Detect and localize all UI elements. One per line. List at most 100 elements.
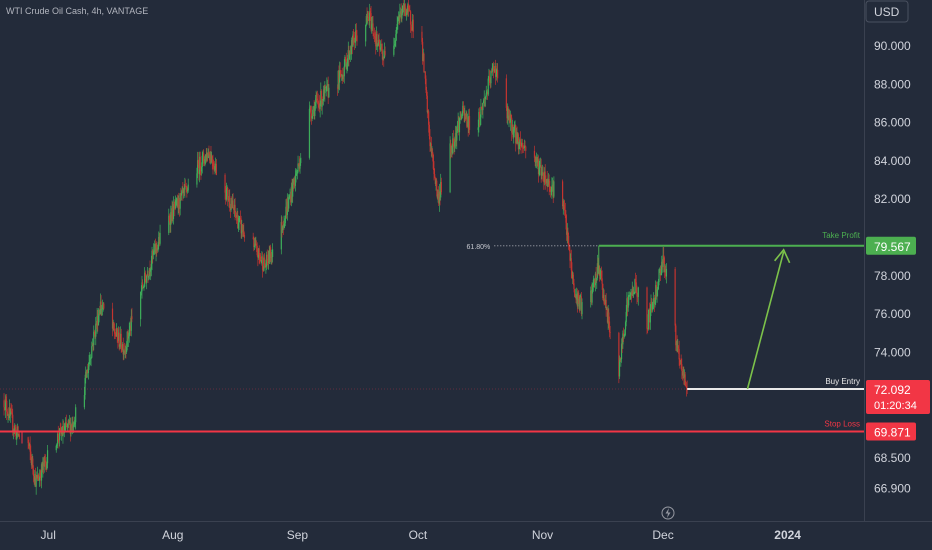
candle-body [31, 458, 33, 466]
candle-body [142, 287, 144, 289]
currency-label[interactable]: USD [874, 5, 900, 19]
lightning-icon[interactable] [661, 506, 675, 520]
candle-body [14, 427, 16, 431]
candle-body [568, 235, 570, 246]
candle-body [310, 113, 313, 119]
candle-body [235, 212, 237, 217]
candle-body [684, 374, 686, 386]
candle-body [209, 153, 211, 161]
candle-body [154, 243, 156, 254]
candle-body [201, 166, 203, 172]
target-arrow-head [774, 248, 791, 264]
candle-body [511, 124, 513, 133]
candle-body [513, 129, 515, 138]
candle-body [607, 312, 609, 323]
candle-body [439, 192, 441, 198]
candle-body [535, 162, 537, 164]
candle-body [227, 199, 229, 201]
candle-body [570, 258, 572, 261]
candle-body [466, 117, 468, 127]
candle-body [375, 38, 377, 47]
price-tick-label: 66.900 [874, 481, 911, 495]
candle-body [96, 316, 98, 326]
candle-body [318, 103, 321, 110]
candle-body [491, 70, 493, 73]
candle-body [685, 385, 688, 389]
candle-body [626, 298, 628, 312]
candle-body [58, 439, 60, 441]
candle-body [37, 475, 39, 480]
candle-body [67, 423, 69, 428]
candle-body [450, 143, 452, 153]
candle-body [366, 16, 368, 18]
candle-body [122, 344, 124, 355]
candle-body [577, 293, 579, 307]
candle-body [411, 19, 414, 31]
candle-body [308, 108, 311, 158]
candle-body [633, 293, 635, 294]
candle-body [240, 218, 242, 234]
candle-body [36, 477, 38, 479]
candle-body [13, 430, 15, 431]
candle-body [4, 399, 6, 411]
candle-body [184, 185, 186, 190]
candle-body [102, 303, 104, 308]
candle-body [676, 341, 678, 348]
candle-body [478, 111, 480, 128]
candle-body [680, 360, 682, 365]
candle-body [647, 328, 649, 330]
candle-body [675, 341, 678, 346]
candle-body [130, 316, 132, 331]
candle-body [326, 85, 328, 87]
candle-body [349, 53, 351, 55]
candle-body [253, 243, 256, 248]
price-tick-label: 82.000 [874, 192, 911, 206]
candle-body [403, 4, 406, 11]
candle-body [343, 66, 345, 77]
candle-body [328, 87, 330, 98]
candle-body [665, 268, 667, 277]
candle-body [456, 129, 459, 131]
candle-body [85, 371, 87, 378]
currency-badge[interactable] [865, 0, 909, 23]
candle-body [565, 215, 567, 223]
candle-body [468, 115, 470, 129]
price-badges-layer: 79.567 69.871 72.092 01:20:34 [866, 236, 930, 441]
candle-body [241, 224, 244, 232]
candle-body [539, 165, 541, 168]
candle-body [624, 322, 627, 330]
candle-body [310, 107, 312, 114]
candle-body [320, 90, 322, 104]
candle-body [116, 328, 118, 336]
candle-body [618, 357, 621, 377]
candle-body [287, 201, 289, 209]
candle-body [89, 358, 92, 360]
candle-body [40, 464, 43, 481]
candle-body [159, 232, 161, 244]
candle-body [459, 116, 461, 119]
candle-body [377, 40, 380, 46]
candle-body [535, 157, 538, 163]
candle-body [280, 222, 282, 250]
candle-body [625, 311, 627, 323]
time-tick-label: Dec [652, 528, 673, 542]
candle-body [659, 268, 661, 276]
candle-body [384, 50, 386, 55]
candle-body [379, 48, 382, 50]
candle-body [156, 248, 158, 251]
candle-body [679, 360, 682, 362]
candle-body [547, 179, 550, 185]
candle-body [69, 422, 71, 424]
candle-body [524, 145, 526, 147]
candle-body [460, 116, 462, 119]
candle-body [367, 17, 369, 19]
candle-body [375, 33, 378, 47]
candle-body [229, 208, 231, 211]
candle-body [146, 274, 148, 276]
candle-body [600, 271, 602, 274]
price-tick-label: 74.000 [874, 345, 911, 359]
candle-body [603, 294, 605, 304]
candle-body [215, 163, 217, 175]
candle-body [16, 426, 19, 433]
